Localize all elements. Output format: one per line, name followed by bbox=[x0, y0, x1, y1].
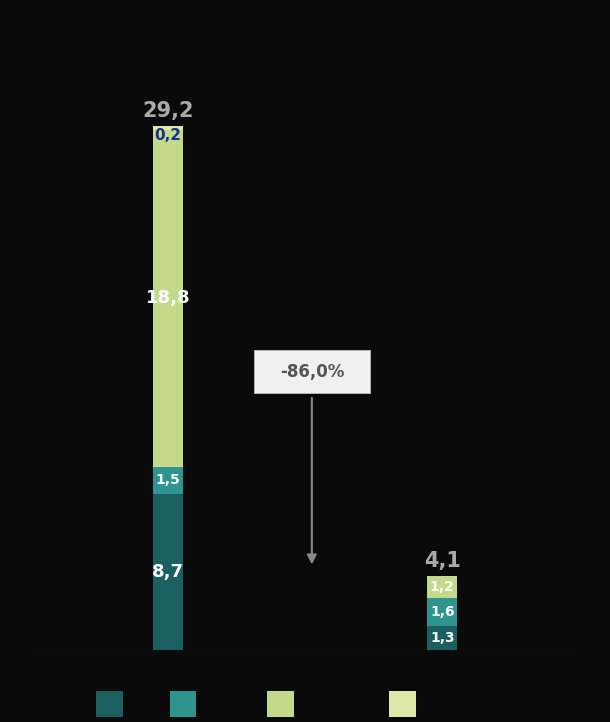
Bar bbox=[427, 627, 458, 650]
Bar bbox=[152, 129, 183, 467]
Text: 4,1: 4,1 bbox=[424, 551, 461, 571]
Text: 0,2: 0,2 bbox=[154, 128, 181, 143]
Bar bbox=[152, 494, 183, 650]
FancyBboxPatch shape bbox=[254, 350, 370, 393]
Text: -86,0%: -86,0% bbox=[279, 362, 344, 380]
Bar bbox=[427, 576, 458, 598]
Bar bbox=[152, 467, 183, 494]
Bar bbox=[427, 598, 458, 627]
Text: 8,7: 8,7 bbox=[152, 562, 184, 580]
Text: 29,2: 29,2 bbox=[142, 100, 193, 121]
Text: 1,5: 1,5 bbox=[156, 473, 180, 487]
Text: 1,3: 1,3 bbox=[430, 631, 454, 645]
Bar bbox=[152, 126, 183, 129]
Text: 18,8: 18,8 bbox=[145, 290, 190, 307]
Text: 1,2: 1,2 bbox=[430, 580, 454, 594]
Text: 1,6: 1,6 bbox=[430, 605, 454, 619]
